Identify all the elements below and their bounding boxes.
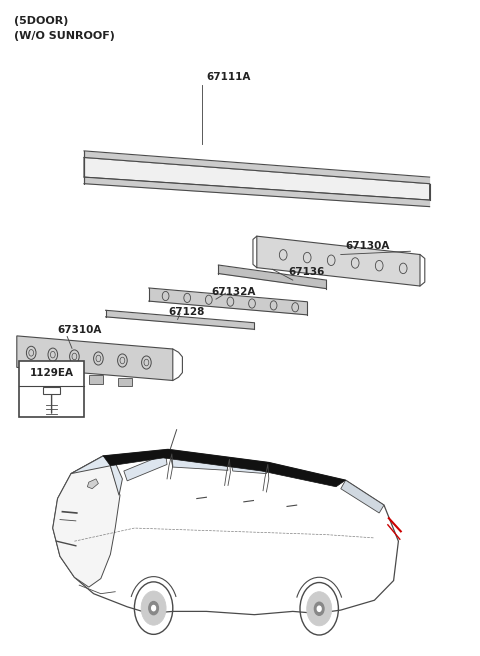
Polygon shape xyxy=(170,456,228,470)
Text: (5DOOR): (5DOOR) xyxy=(14,16,69,26)
Polygon shape xyxy=(53,456,120,587)
Polygon shape xyxy=(84,157,430,200)
Bar xyxy=(43,387,60,394)
Polygon shape xyxy=(124,454,167,481)
Polygon shape xyxy=(53,449,398,615)
Text: 67128: 67128 xyxy=(168,307,204,317)
Text: 67136: 67136 xyxy=(288,268,324,277)
Polygon shape xyxy=(87,479,98,489)
Polygon shape xyxy=(257,236,420,286)
Bar xyxy=(118,378,132,386)
Bar xyxy=(19,361,84,417)
Polygon shape xyxy=(17,336,173,380)
Bar xyxy=(31,371,46,379)
Text: (W/O SUNROOF): (W/O SUNROOF) xyxy=(14,31,115,41)
Bar xyxy=(89,375,103,384)
Bar xyxy=(60,373,74,381)
Text: 67111A: 67111A xyxy=(206,72,251,82)
Text: 67132A: 67132A xyxy=(211,287,255,297)
Circle shape xyxy=(141,591,166,625)
Circle shape xyxy=(152,605,156,611)
Circle shape xyxy=(149,602,158,615)
Circle shape xyxy=(317,606,321,611)
Circle shape xyxy=(307,592,332,626)
Text: 67130A: 67130A xyxy=(346,241,390,251)
Polygon shape xyxy=(230,460,266,474)
Text: 1129EA: 1129EA xyxy=(30,368,73,378)
Polygon shape xyxy=(103,449,346,487)
Text: 67310A: 67310A xyxy=(58,325,102,335)
Polygon shape xyxy=(341,480,384,513)
Polygon shape xyxy=(71,456,122,495)
Circle shape xyxy=(314,602,324,615)
